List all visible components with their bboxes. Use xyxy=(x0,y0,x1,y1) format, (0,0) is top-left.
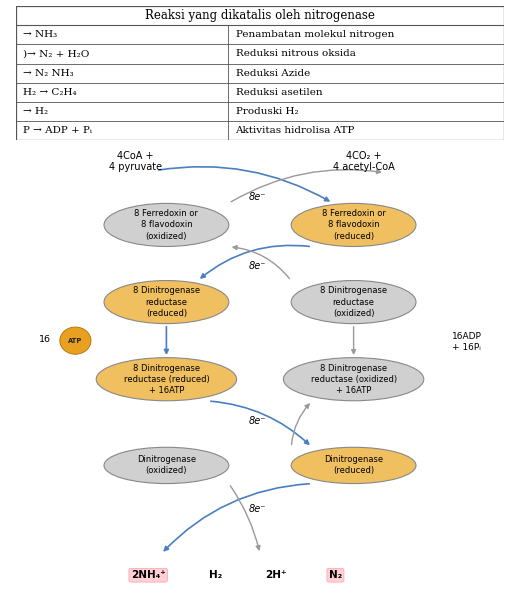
Text: Reduksi asetilen: Reduksi asetilen xyxy=(236,88,322,97)
Text: 8e⁻: 8e⁻ xyxy=(249,261,266,271)
Text: Dinitrogenase
(reduced): Dinitrogenase (reduced) xyxy=(324,456,383,475)
Text: Penambatan molekul nitrogen: Penambatan molekul nitrogen xyxy=(236,30,394,39)
Ellipse shape xyxy=(104,281,229,324)
Text: → NH₃: → NH₃ xyxy=(23,30,57,39)
Text: Dinitrogenase
(oxidized): Dinitrogenase (oxidized) xyxy=(137,456,196,475)
Text: 4CoA +
4 pyruvate: 4CoA + 4 pyruvate xyxy=(109,150,162,172)
Circle shape xyxy=(60,327,91,354)
Text: 16: 16 xyxy=(39,335,51,344)
Text: 8 Dinitrogenase
reductase
(reduced): 8 Dinitrogenase reductase (reduced) xyxy=(133,287,200,318)
Ellipse shape xyxy=(96,358,237,401)
Text: Reduksi nitrous oksida: Reduksi nitrous oksida xyxy=(236,50,356,59)
Text: N₂: N₂ xyxy=(329,570,342,580)
Ellipse shape xyxy=(283,358,424,401)
Text: 2NH₄⁺: 2NH₄⁺ xyxy=(131,570,165,580)
Text: 8e⁻: 8e⁻ xyxy=(249,192,266,202)
Text: 8e⁻: 8e⁻ xyxy=(249,416,266,426)
Text: → H₂: → H₂ xyxy=(23,107,48,116)
Text: 8 Dinitrogenase
reductase (reduced)
+ 16ATP: 8 Dinitrogenase reductase (reduced) + 16… xyxy=(124,364,209,395)
Text: H₂: H₂ xyxy=(209,570,223,580)
Ellipse shape xyxy=(104,447,229,484)
Ellipse shape xyxy=(291,281,416,324)
Text: Reaksi yang dikatalis oleh nitrogenase: Reaksi yang dikatalis oleh nitrogenase xyxy=(145,9,375,22)
Text: )→ N₂ + H₂O: )→ N₂ + H₂O xyxy=(23,50,89,59)
Text: Reduksi Azide: Reduksi Azide xyxy=(236,69,310,78)
Text: Aktivitas hidrolisa ATP: Aktivitas hidrolisa ATP xyxy=(236,126,355,135)
Ellipse shape xyxy=(291,204,416,247)
Text: 16ADP
+ 16Pᵢ: 16ADP + 16Pᵢ xyxy=(452,333,482,352)
Text: 8 Dinitrogenase
reductase (oxidized)
+ 16ATP: 8 Dinitrogenase reductase (oxidized) + 1… xyxy=(310,364,397,395)
Ellipse shape xyxy=(104,204,229,247)
Text: 8 Dinitrogenase
reductase
(oxidized): 8 Dinitrogenase reductase (oxidized) xyxy=(320,287,387,318)
Text: ATP: ATP xyxy=(68,338,83,344)
Text: 8 Ferredoxin or
8 flavodoxin
(oxidized): 8 Ferredoxin or 8 flavodoxin (oxidized) xyxy=(135,210,198,241)
Text: 8 Ferredoxin or
8 flavodoxin
(reduced): 8 Ferredoxin or 8 flavodoxin (reduced) xyxy=(322,210,385,241)
Text: → N₂ NH₃: → N₂ NH₃ xyxy=(23,69,73,78)
Text: H₂ → C₂H₄: H₂ → C₂H₄ xyxy=(23,88,76,97)
Text: 2H⁺: 2H⁺ xyxy=(265,570,287,580)
Text: 8e⁻: 8e⁻ xyxy=(249,503,266,513)
Text: 4CO₂ +
4 acetyl-CoA: 4CO₂ + 4 acetyl-CoA xyxy=(333,150,395,172)
Text: P → ADP + Pᵢ: P → ADP + Pᵢ xyxy=(23,126,92,135)
Text: Produski H₂: Produski H₂ xyxy=(236,107,298,116)
Ellipse shape xyxy=(291,447,416,484)
